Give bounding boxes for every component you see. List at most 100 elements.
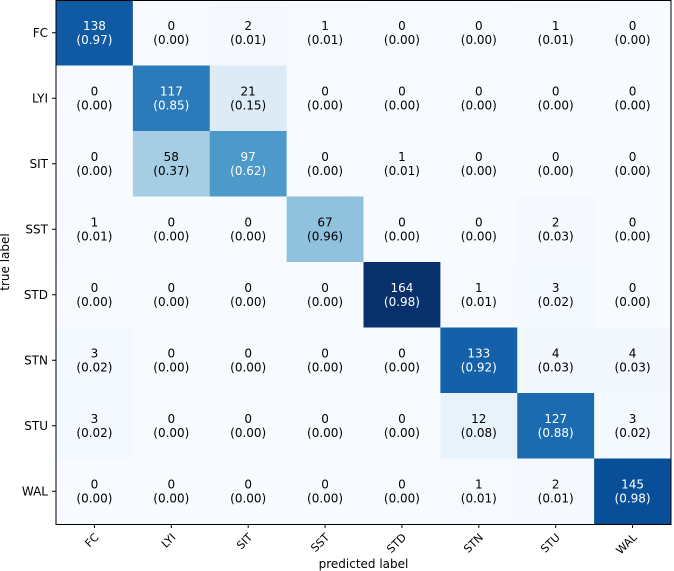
cell-proportion-label: (0.00) — [307, 360, 343, 374]
cell-proportion-label: (0.01) — [461, 491, 497, 505]
cell-count-label: 2 — [552, 477, 560, 491]
x-tick-labels: FC LYI SIT SST STD STN STU WAL — [82, 530, 640, 557]
cell-count-label: 0 — [91, 150, 99, 164]
cell-count-label: 0 — [475, 150, 483, 164]
heatmap-cell — [56, 65, 134, 132]
cell-proportion-label: (0.03) — [615, 360, 651, 374]
cell-count-label: 0 — [321, 346, 329, 360]
cell-count-label: 1 — [475, 477, 483, 491]
heatmap-cell — [132, 131, 211, 197]
y-tick-label: STD — [24, 288, 48, 302]
x-tick-label: STD — [384, 531, 409, 556]
cell-proportion-label: (0.00) — [538, 98, 574, 112]
heatmap-cell — [517, 327, 595, 394]
y-axis-label: true label — [0, 233, 12, 290]
cell-count-label: 3 — [91, 412, 99, 426]
heatmap-cell — [363, 262, 441, 328]
cell-count-label: 0 — [244, 477, 252, 491]
y-tick-label: FC — [33, 26, 48, 40]
cell-proportion-label: (0.00) — [230, 295, 266, 309]
y-tick-label: STN — [24, 353, 48, 367]
cell-proportion-label: (0.00) — [230, 360, 266, 374]
heatmap-cell — [56, 458, 134, 525]
cell-count-label: 3 — [629, 412, 637, 426]
cell-count-label: 0 — [475, 215, 483, 229]
cell-count-label: 0 — [629, 215, 637, 229]
cell-proportion-label: (0.00) — [230, 426, 266, 440]
cell-proportion-label: (0.00) — [384, 98, 420, 112]
heatmap-cell — [594, 196, 672, 263]
cell-proportion-label: (0.88) — [538, 426, 574, 440]
cell-proportion-label: (0.00) — [384, 33, 420, 47]
heatmap-cell — [286, 327, 364, 394]
y-tick-label: SIT — [30, 157, 49, 171]
heatmap-cell-labels: 138(0.97)0(0.00)2(0.01)1(0.01)0(0.00)0(0… — [76, 19, 650, 506]
y-tick-label: WAL — [22, 484, 48, 498]
cell-count-label: 0 — [398, 215, 406, 229]
cell-proportion-label: (0.00) — [384, 229, 420, 243]
cell-count-label: 133 — [467, 346, 490, 360]
cell-proportion-label: (0.00) — [153, 360, 189, 374]
cell-count-label: 0 — [398, 477, 406, 491]
cell-proportion-label: (0.01) — [307, 33, 343, 47]
heatmap-cell — [440, 458, 518, 525]
cell-proportion-label: (0.00) — [615, 295, 651, 309]
cell-proportion-label: (0.01) — [76, 229, 112, 243]
heatmap-cell — [517, 65, 595, 132]
cell-count-label: 0 — [398, 412, 406, 426]
heatmap-cell — [363, 65, 441, 132]
heatmap-cell — [594, 458, 672, 525]
heatmap-cell — [132, 196, 211, 263]
cell-proportion-label: (0.00) — [76, 164, 112, 178]
cell-proportion-label: (0.37) — [153, 164, 189, 178]
cell-proportion-label: (0.00) — [461, 98, 497, 112]
cell-count-label: 0 — [629, 150, 637, 164]
cell-count-label: 0 — [167, 477, 175, 491]
cell-proportion-label: (0.15) — [230, 98, 266, 112]
cell-proportion-label: (0.03) — [538, 229, 574, 243]
heatmap-cell — [132, 393, 211, 459]
cell-proportion-label: (0.00) — [230, 229, 266, 243]
plot-frame — [55, 0, 672, 525]
cell-proportion-label: (0.96) — [307, 229, 343, 243]
cell-count-label: 0 — [321, 412, 329, 426]
heatmap-cell — [56, 196, 134, 263]
cell-count-label: 138 — [83, 19, 106, 33]
cell-count-label: 0 — [244, 412, 252, 426]
heatmap-cell — [56, 393, 134, 459]
cell-proportion-label: (0.92) — [461, 360, 497, 374]
cell-proportion-label: (0.00) — [615, 229, 651, 243]
cell-count-label: 0 — [167, 346, 175, 360]
cell-count-label: 0 — [552, 150, 560, 164]
cell-count-label: 0 — [629, 84, 637, 98]
heatmap-cell — [440, 196, 518, 263]
cell-proportion-label: (0.01) — [538, 491, 574, 505]
heatmap-cell — [440, 393, 518, 459]
heatmap-cell — [209, 393, 288, 459]
cell-proportion-label: (0.00) — [615, 33, 651, 47]
heatmap-cell — [209, 0, 288, 66]
cell-count-label: 0 — [398, 19, 406, 33]
heatmap-cell — [594, 65, 672, 132]
cell-proportion-label: (0.01) — [384, 164, 420, 178]
heatmap-cell — [517, 0, 595, 66]
cell-count-label: 67 — [317, 215, 332, 229]
heatmap-cell — [517, 262, 595, 328]
y-tick-labels: FC LYI SIT SST STD STN STU WAL — [22, 26, 49, 499]
cell-proportion-label: (0.02) — [76, 426, 112, 440]
cell-proportion-label: (0.00) — [615, 98, 651, 112]
cell-count-label: 0 — [91, 477, 99, 491]
cell-proportion-label: (0.00) — [307, 164, 343, 178]
cell-count-label: 0 — [167, 215, 175, 229]
cell-proportion-label: (0.01) — [230, 33, 266, 47]
cell-proportion-label: (0.00) — [153, 229, 189, 243]
cell-count-label: 0 — [398, 346, 406, 360]
cell-proportion-label: (0.00) — [76, 295, 112, 309]
cell-count-label: 117 — [160, 84, 183, 98]
cell-count-label: 164 — [390, 281, 413, 295]
heatmap-cell — [286, 458, 364, 525]
heatmap-cell — [517, 131, 595, 197]
heatmap-cell — [209, 327, 288, 394]
cell-proportion-label: (0.00) — [230, 491, 266, 505]
heatmap-cell — [132, 0, 211, 66]
